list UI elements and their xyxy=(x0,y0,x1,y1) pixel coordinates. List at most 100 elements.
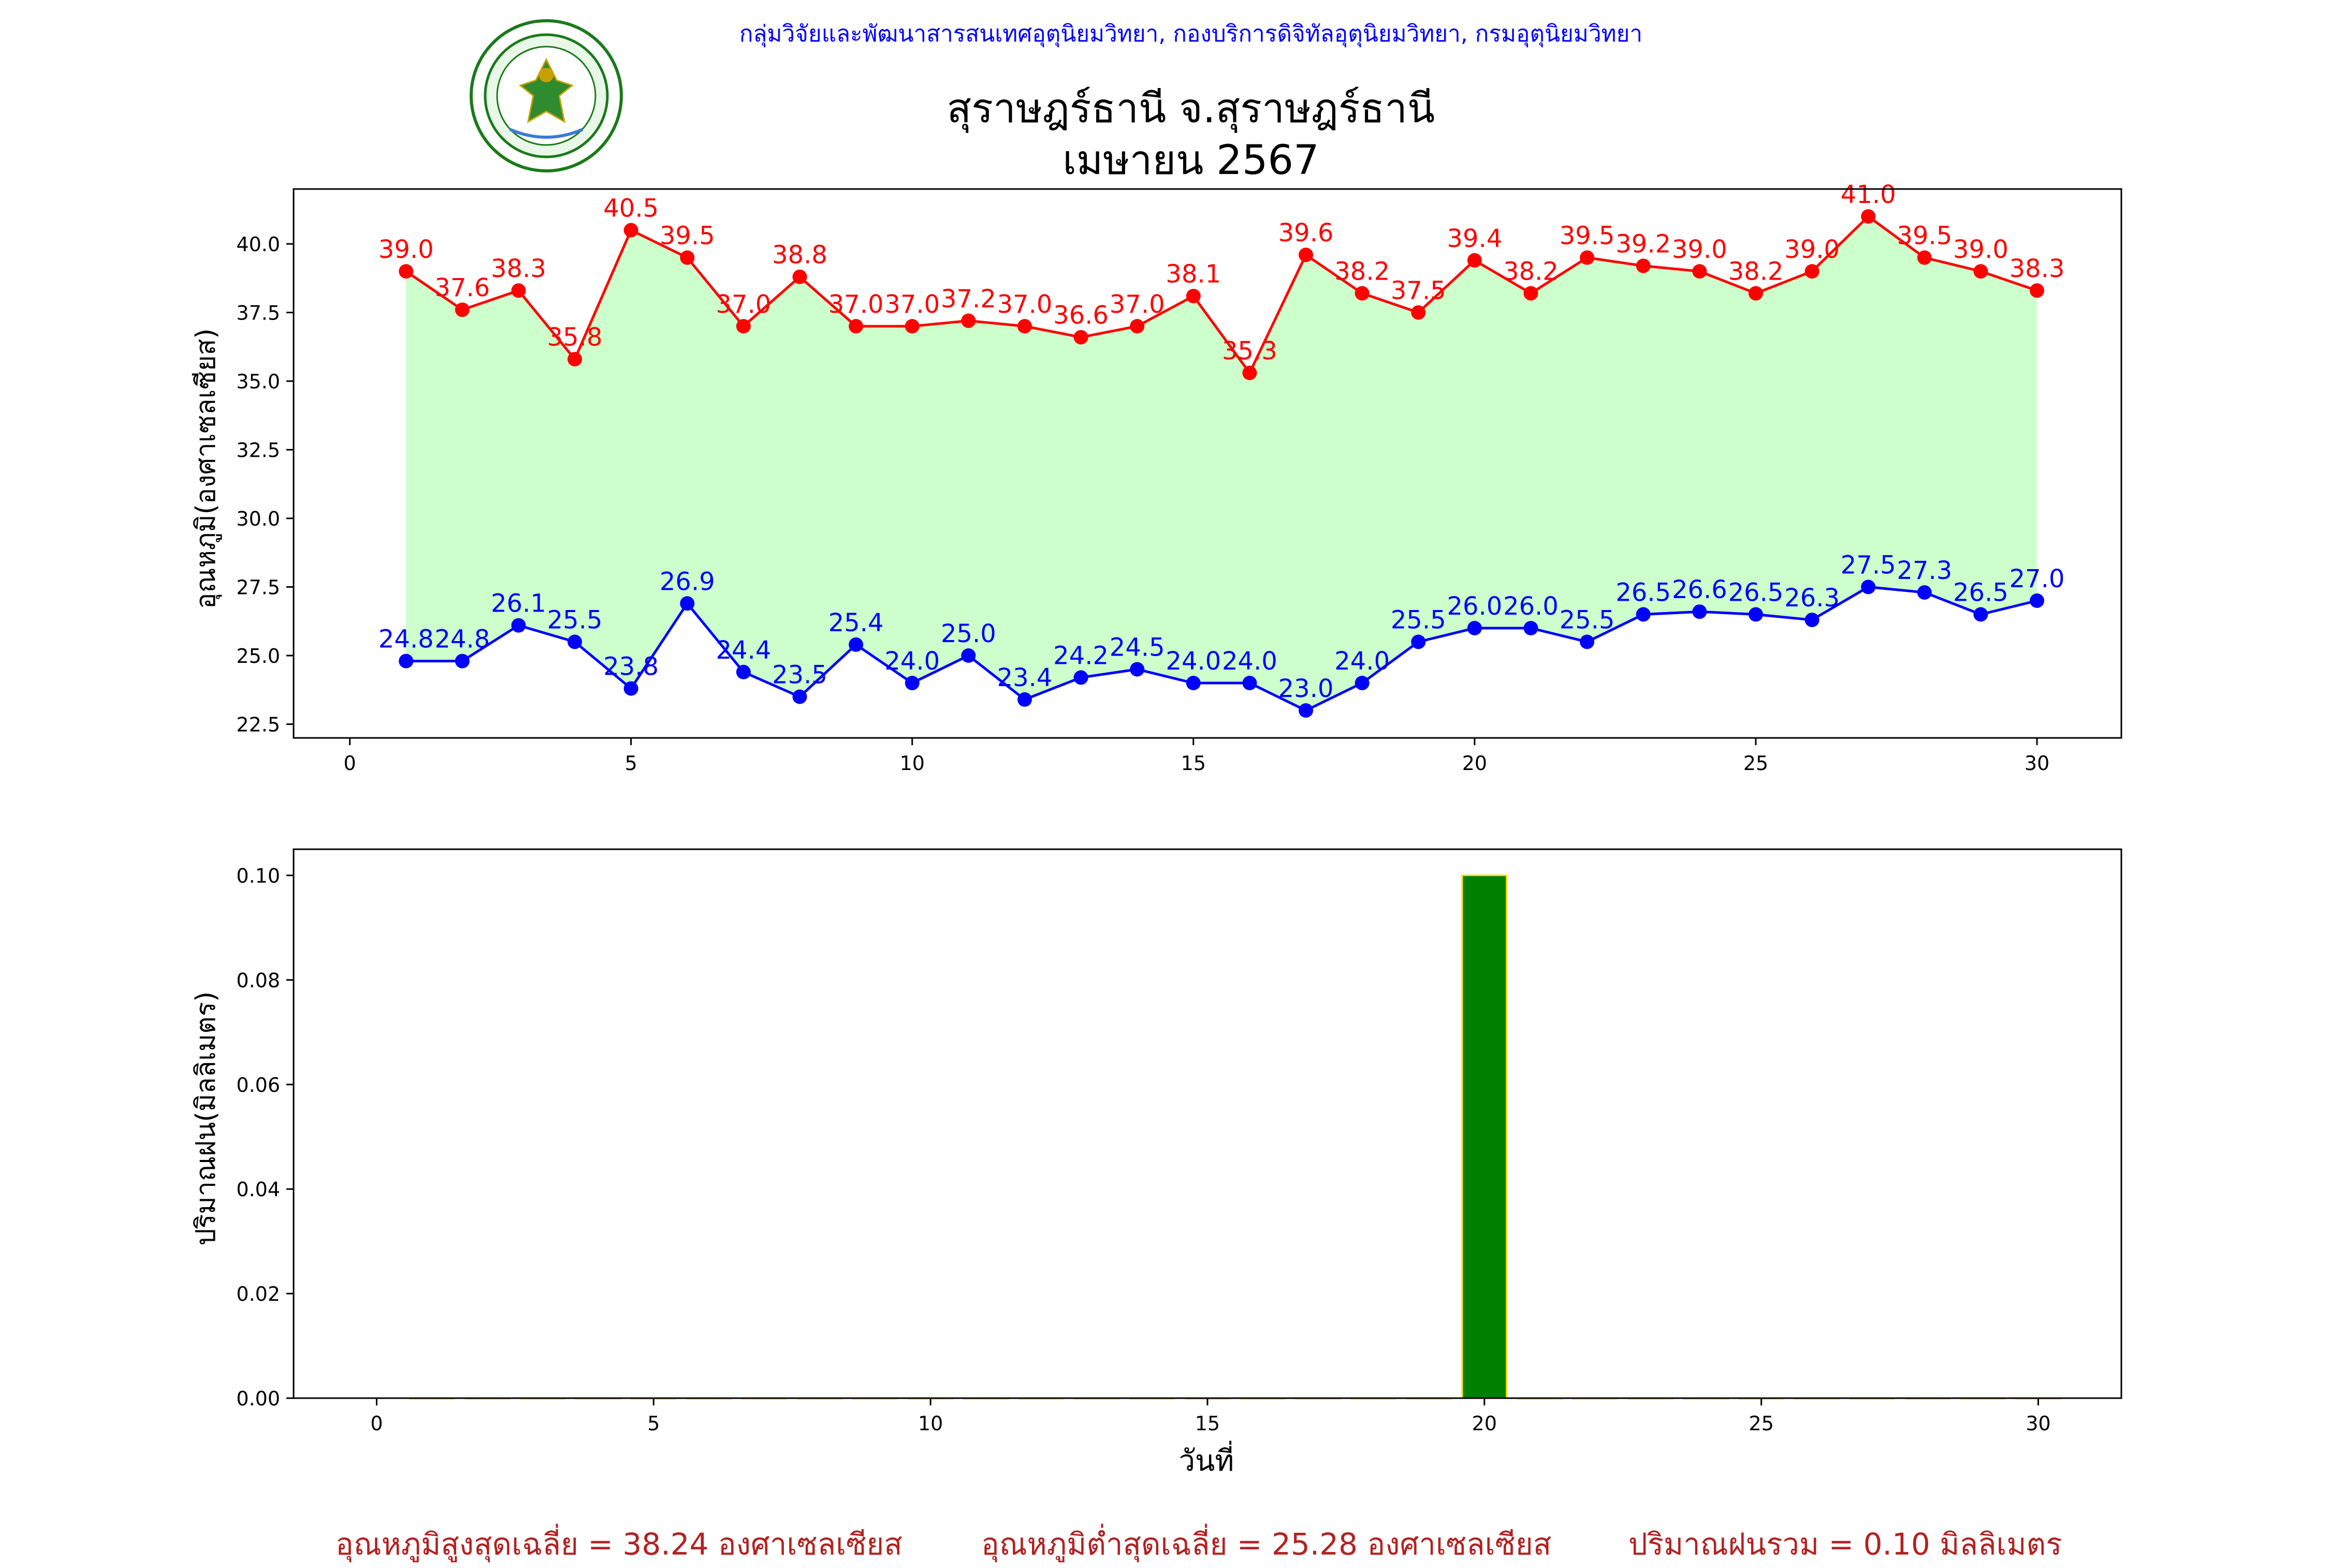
min-temperature-point xyxy=(1186,676,1201,690)
min-temperature-point xyxy=(1355,676,1370,690)
max-temperature-point xyxy=(1355,286,1370,301)
max-temperature-point xyxy=(905,319,920,333)
min-temperature-point xyxy=(1467,621,1482,635)
rainfall-y-axis-label: ปริมาณฝน(มิลลิเมตร) xyxy=(191,991,222,1245)
min-temperature-label: 24.2 xyxy=(1053,641,1109,670)
min-temperature-point xyxy=(680,596,695,611)
min-temperature-point xyxy=(1973,607,1988,622)
min-temperature-label: 25.5 xyxy=(547,606,603,635)
max-temperature-point xyxy=(1636,258,1651,273)
min-temperature-label: 24.0 xyxy=(1222,647,1277,676)
rainfall-plot-frame xyxy=(293,848,2122,1399)
max-temperature-label: 39.0 xyxy=(1672,235,1727,264)
min-temperature-point xyxy=(1861,579,1876,594)
min-temperature-point xyxy=(1523,621,1538,635)
min-temperature-point xyxy=(792,689,807,704)
max-temperature-point xyxy=(1017,319,1032,333)
min-temperature-label: 26.5 xyxy=(1953,578,2008,607)
min-temperature-label: 26.1 xyxy=(491,589,546,618)
max-temperature-point xyxy=(1523,286,1538,301)
max-temperature-label: 39.2 xyxy=(1615,229,1671,258)
temperature-range-fill xyxy=(406,216,2037,710)
min-temperature-label: 24.0 xyxy=(1166,647,1221,676)
max-temperature-point xyxy=(1804,264,1819,279)
max-temperature-point xyxy=(1749,286,1763,301)
max-temperature-label: 37.0 xyxy=(716,290,771,319)
min-temperature-point xyxy=(1299,703,1314,718)
min-temperature-point xyxy=(567,634,582,649)
max-temperature-point xyxy=(736,319,751,333)
temperature-plot-frame xyxy=(293,188,2122,739)
min-temperature-label: 26.5 xyxy=(1615,578,1671,607)
max-temperature-point xyxy=(1242,366,1257,381)
max-temperature-label: 36.6 xyxy=(1053,301,1109,330)
rainfall-bar xyxy=(1461,874,1508,1399)
max-temperature-point xyxy=(511,283,526,298)
temperature-plot-area: 39.037.638.335.840.539.537.038.837.0 37.0… xyxy=(236,180,2122,775)
max-temperature-point xyxy=(455,302,470,317)
min-temperature-label: 24.0 xyxy=(1334,647,1390,676)
temperature-x-tick-label: 10 xyxy=(900,752,925,775)
min-temperature-label: 26.9 xyxy=(660,567,715,596)
max-temperature-point xyxy=(1917,250,1932,265)
min-temperature-label: 25.0 xyxy=(941,619,996,648)
min-temperature-label: 23.4 xyxy=(997,663,1053,692)
rainfall-x-tick-label: 30 xyxy=(2026,1412,2050,1435)
min-temperature-point xyxy=(905,676,920,690)
summary-footer: อุณหภูมิสูงสุดเฉลี่ย = 38.24 องศาเซลเซีย… xyxy=(0,1520,2330,1562)
min-temperature-label: 26.0 xyxy=(1447,592,1502,621)
max-temperature-label: 39.0 xyxy=(1953,235,2008,264)
max-temperature-label: 38.3 xyxy=(2009,254,2065,283)
temperature-y-tick-label: 30.0 xyxy=(236,507,280,530)
temperature-y-tick-label: 27.5 xyxy=(236,576,280,599)
max-temperature-point xyxy=(680,250,695,265)
max-temperature-label: 37.0 xyxy=(884,290,940,319)
rainfall-y-tick-label: 0.04 xyxy=(236,1178,280,1201)
temperature-x-tick-label: 0 xyxy=(344,752,356,775)
rainfall-x-tick-label: 25 xyxy=(1749,1412,1774,1435)
min-temperature-label: 27.5 xyxy=(1841,551,1896,580)
min-temperature-label: 27.3 xyxy=(1897,556,1952,585)
min-temperature-point xyxy=(2030,593,2045,608)
max-temperature-label: 41.0 xyxy=(1841,180,1896,209)
min-temperature-point xyxy=(1411,634,1426,649)
max-temperature-label: 39.5 xyxy=(1897,222,1952,251)
chart-title: สุราษฎร์ธานี จ.สุราษฎร์ธานี เมษายน 2567 xyxy=(647,83,1735,186)
max-temperature-point xyxy=(1299,248,1314,263)
min-temperature-point xyxy=(1917,585,1932,600)
min-temperature-point xyxy=(511,618,526,633)
max-temperature-label: 39.0 xyxy=(1784,235,1840,264)
max-temperature-point xyxy=(1411,305,1426,320)
min-temperature-label: 26.5 xyxy=(1728,578,1784,607)
rainfall-x-tick-label: 15 xyxy=(1195,1412,1220,1435)
rainfall-y-tick-label: 0.02 xyxy=(236,1283,280,1305)
average-max-temperature: อุณหภูมิสูงสุดเฉลี่ย = 38.24 องศาเซลเซีย… xyxy=(336,1527,902,1562)
temperature-y-tick-label: 25.0 xyxy=(236,645,280,667)
min-temperature-point xyxy=(736,664,751,679)
min-temperature-point xyxy=(961,648,976,663)
min-temperature-point xyxy=(1636,607,1651,622)
min-temperature-label: 26.3 xyxy=(1784,584,1840,613)
temperature-y-tick-label: 32.5 xyxy=(236,439,280,462)
min-temperature-label: 25.5 xyxy=(1391,606,1446,635)
total-rainfall: ปริมาณฝนรวม = 0.10 มิลลิเมตร xyxy=(1628,1527,2062,1562)
temperature-y-tick-label: 40.0 xyxy=(236,233,280,256)
min-temperature-point xyxy=(1580,634,1595,649)
rainfall-y-tick-label: 0.08 xyxy=(236,969,280,992)
max-temperature-label: 37.0 xyxy=(1110,290,1165,319)
max-temperature-point xyxy=(1467,253,1482,268)
min-temperature-point xyxy=(1804,613,1819,628)
max-temperature-label: 37.2 xyxy=(941,284,996,313)
temperature-x-tick-label: 20 xyxy=(1462,752,1487,775)
rainfall-x-tick-label: 10 xyxy=(918,1412,943,1435)
department-logo xyxy=(470,19,623,172)
min-temperature-point xyxy=(623,681,638,696)
max-temperature-point xyxy=(849,319,864,333)
max-temperature-point xyxy=(1973,264,1988,279)
max-temperature-label: 39.5 xyxy=(660,222,715,251)
max-temperature-label: 40.5 xyxy=(603,194,659,223)
min-temperature-point xyxy=(1073,670,1088,685)
rainfall-plot-area: 0 5 10 15 20 25 30 0.00 0.02 0.04 0.06 0.08 0.10 xyxy=(236,848,2122,1435)
max-temperature-point xyxy=(1861,209,1876,224)
min-temperature-point xyxy=(455,654,470,669)
